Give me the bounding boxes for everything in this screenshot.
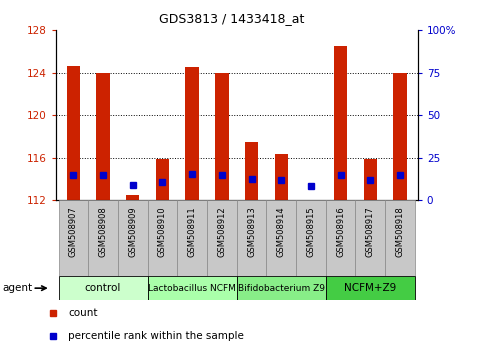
Bar: [156, 159, 169, 200]
Bar: [245, 142, 258, 200]
Bar: [237, 276, 326, 300]
Bar: [97, 73, 110, 200]
Bar: [58, 276, 148, 300]
Text: GSM508908: GSM508908: [99, 206, 108, 257]
Bar: [185, 67, 199, 200]
Bar: [355, 200, 385, 276]
Text: GSM508909: GSM508909: [128, 206, 137, 257]
Bar: [58, 200, 88, 276]
Bar: [326, 276, 415, 300]
Bar: [207, 200, 237, 276]
Text: GSM508910: GSM508910: [158, 206, 167, 257]
Text: Lactobacillus NCFM: Lactobacillus NCFM: [148, 284, 236, 293]
Text: GSM508913: GSM508913: [247, 206, 256, 257]
Bar: [88, 200, 118, 276]
Text: NCFM+Z9: NCFM+Z9: [344, 283, 397, 293]
Text: count: count: [68, 308, 98, 318]
Text: GSM508911: GSM508911: [187, 206, 197, 257]
Text: percentile rank within the sample: percentile rank within the sample: [68, 331, 244, 341]
Bar: [148, 200, 177, 276]
Bar: [364, 159, 377, 200]
Bar: [296, 200, 326, 276]
Bar: [274, 154, 288, 200]
Bar: [393, 73, 407, 200]
Text: GSM508907: GSM508907: [69, 206, 78, 257]
Text: Bifidobacterium Z9: Bifidobacterium Z9: [238, 284, 325, 293]
Text: GSM508914: GSM508914: [277, 206, 286, 257]
Text: GSM508912: GSM508912: [217, 206, 227, 257]
Text: agent: agent: [2, 283, 32, 293]
Bar: [126, 195, 140, 200]
Text: control: control: [85, 283, 121, 293]
Text: GSM508916: GSM508916: [336, 206, 345, 257]
Bar: [148, 276, 237, 300]
Bar: [118, 200, 148, 276]
Text: GSM508918: GSM508918: [396, 206, 404, 257]
Bar: [237, 200, 266, 276]
Text: GSM508917: GSM508917: [366, 206, 375, 257]
Bar: [385, 200, 415, 276]
Bar: [266, 200, 296, 276]
Bar: [326, 200, 355, 276]
Bar: [304, 200, 318, 202]
Bar: [67, 66, 80, 200]
Text: GSM508915: GSM508915: [306, 206, 315, 257]
Bar: [334, 46, 347, 200]
Bar: [215, 73, 228, 200]
Text: GDS3813 / 1433418_at: GDS3813 / 1433418_at: [159, 12, 304, 25]
Bar: [177, 200, 207, 276]
